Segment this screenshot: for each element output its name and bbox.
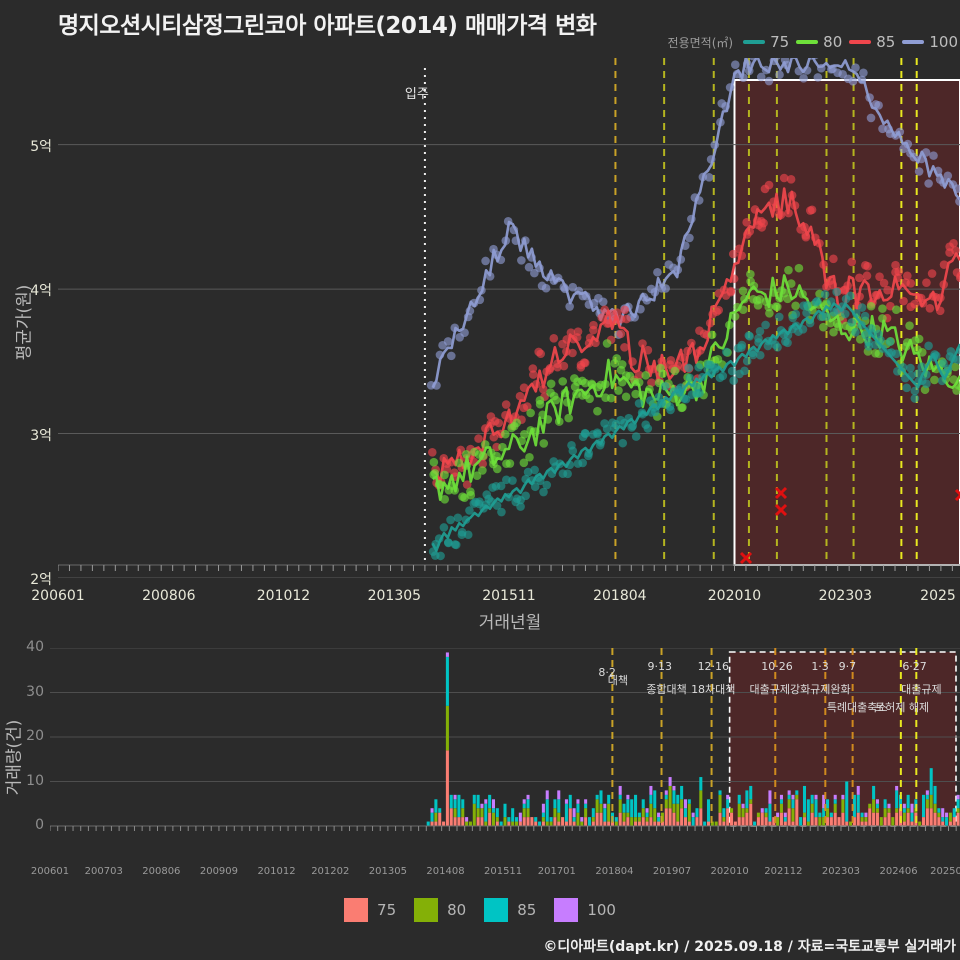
price-ytick-2: 4억 [30,283,52,300]
volume-chart-ylabel: 거래량(건) [4,719,25,796]
vol-xtick-3: 200909 [199,866,239,877]
legend-item-80[interactable]: 80 [796,33,842,51]
vol-xtick-9: 201701 [537,866,576,877]
vol-xtick-5: 201202 [311,866,350,877]
price-chart-svg: 입주 [58,58,960,578]
vol-xtick-6: 201305 [368,866,407,877]
price-xtick-2: 201012 [256,588,311,604]
vol-legend-label-100: 100 [587,901,616,919]
vol-legend-item-85[interactable]: 85 [484,898,536,922]
policy-label-1: 종합대책 [646,683,687,696]
price-xtick-1: 200806 [142,588,196,604]
policy-label-3: 대출규제강화 [749,683,811,696]
price-chart-plot[interactable]: 입주 [58,58,960,578]
vol-xtick-15: 202406 [879,866,918,877]
price-ytick-3: 5억 [30,138,52,155]
vol-xtick-2: 200806 [142,866,181,877]
vol-xtick-7: 201408 [426,866,465,877]
policy-label-5: 특례대출축소 [826,701,888,714]
vol-ytick-4: 40 [26,639,44,655]
volume-chart-legend: 75 80 85 100 [0,898,960,922]
vol-legend-swatch-85 [484,898,509,922]
price-xtick-8: 2025 [920,588,956,604]
vol-legend-swatch-75 [344,898,369,922]
vol-legend-item-100[interactable]: 100 [554,898,616,922]
price-chart-legend: 전용면적(㎡) 75 80 85 100 [668,33,958,51]
vol-ytick-3: 30 [26,683,44,700]
vol-xtick-1: 200703 [84,866,123,877]
vol-xtick-12: 202010 [710,866,749,877]
price-xtick-4: 201511 [482,588,536,604]
legend-label-100: 100 [929,33,958,51]
vol-legend-label-75: 75 [377,901,397,919]
price-xtick-0: 200601 [31,588,85,604]
vol-ytick-0: 0 [35,817,44,833]
page-title: 명지오션시티삼정그린코아 아파트(2014) 매매가격 변화 [58,13,597,39]
volume-chart-plot[interactable] [50,648,960,848]
policy-date-7: 6·27 [902,660,927,673]
vol-xtick-13: 202112 [764,866,803,877]
policy-date-3: 10·26 [761,660,793,673]
volume-chart-svg [50,648,960,831]
vol-xtick-8: 201511 [483,866,523,877]
svg-text:입주: 입주 [405,87,429,102]
legend-caption: 전용면적(㎡) [667,35,734,50]
legend-swatch-85 [849,40,872,44]
legend-item-75[interactable]: 75 [743,33,789,51]
vol-xtick-11: 201907 [652,866,692,877]
vol-xtick-14: 202303 [821,866,861,877]
vol-xtick-0: 200601 [30,866,70,877]
legend-label-75: 75 [770,33,790,51]
legend-label-80: 80 [823,33,843,51]
policy-date-0: 8·2 [598,666,616,679]
vol-legend-swatch-80 [414,898,439,922]
price-chart-xlabel: 거래년월 [478,613,542,633]
policy-date-5: 9·7 [838,660,857,673]
price-xtick-3: 201305 [367,588,422,604]
legend-swatch-75 [743,40,766,44]
vol-legend-label-85: 85 [517,901,537,919]
legend-item-85[interactable]: 85 [849,33,895,51]
policy-date-2: 12·16 [697,660,730,673]
price-xtick-6: 202010 [707,588,762,604]
vol-ytick-2: 20 [26,728,44,744]
vol-ytick-1: 10 [26,772,44,789]
vol-legend-item-75[interactable]: 75 [344,898,396,922]
vol-legend-swatch-100 [554,898,579,922]
price-ytick-1: 3억 [30,427,52,444]
price-ytick-0: 2억 [30,572,52,588]
policy-date-1: 9·13 [647,660,673,673]
vol-legend-label-80: 80 [447,901,467,919]
policy-label-7: 대출규제 [901,683,942,696]
policy-label-6: 토허제 해제 [875,701,930,714]
legend-swatch-80 [796,40,819,44]
policy-label-2: 18차대책 [691,683,736,696]
policy-label-0: 대책 [607,674,629,687]
price-xtick-5: 201804 [593,588,647,604]
policy-label-4: 규제완화 [810,683,851,696]
legend-swatch-100 [902,40,925,44]
legend-item-100[interactable]: 100 [902,33,958,51]
vol-legend-item-80[interactable]: 80 [414,898,466,922]
vol-xtick-4: 201012 [257,866,296,877]
legend-label-85: 85 [876,33,896,51]
vol-xtick-16: 20250 [930,866,960,877]
policy-date-4: 1·3 [811,660,829,673]
footer-credit: ©디아파트(dapt.kr) / 2025.09.18 / 자료=국토교통부 실… [543,939,956,955]
vol-xtick-10: 201804 [595,866,634,877]
price-xtick-7: 202303 [818,588,873,604]
